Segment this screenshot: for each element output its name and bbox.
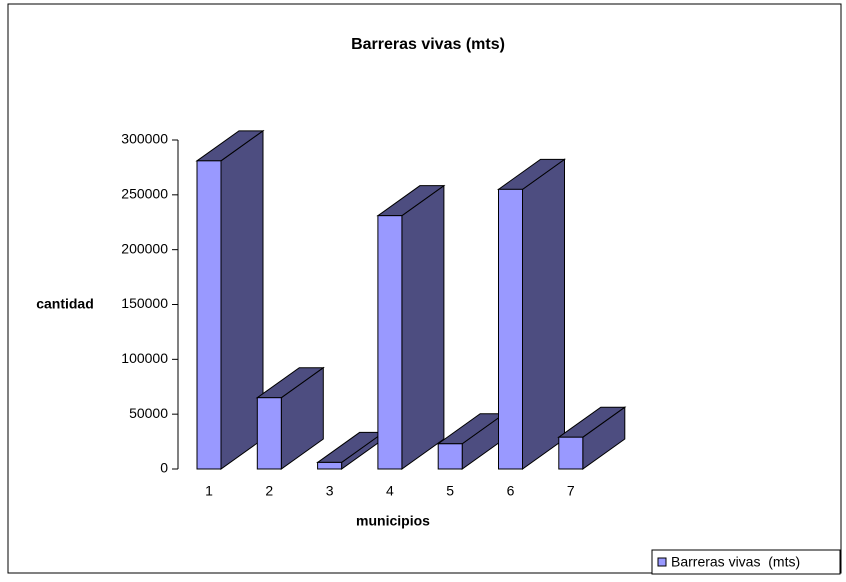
bar-side — [522, 158, 565, 470]
x-axis-label: municipios — [356, 513, 430, 529]
x-tick-label: 2 — [265, 483, 273, 499]
legend — [651, 549, 841, 575]
bar — [498, 188, 523, 470]
bar — [437, 443, 463, 470]
x-tick-label: 6 — [507, 483, 515, 499]
bar — [377, 215, 403, 470]
y-axis-label: cantidad — [36, 296, 94, 312]
bar — [256, 397, 282, 470]
x-tick-label: 4 — [386, 483, 394, 499]
y-tick-label: 300000 — [121, 131, 168, 147]
y-tick-label: 50000 — [129, 405, 168, 421]
y-tick-label: 150000 — [121, 295, 168, 311]
x-tick-label: 1 — [205, 483, 213, 499]
bar-side — [401, 184, 445, 470]
legend-swatch — [657, 557, 667, 567]
y-tick-label: 250000 — [121, 186, 168, 202]
bar-side — [220, 129, 264, 470]
y-tick-label: 100000 — [121, 350, 168, 366]
chart-title: Barreras vivas (mts) — [351, 36, 505, 53]
legend-label: Barreras vivas (mts) — [671, 554, 800, 570]
x-tick-label: 3 — [326, 483, 334, 499]
x-tick-label: 7 — [567, 483, 575, 499]
bar — [317, 461, 343, 470]
bar — [558, 436, 584, 470]
bar — [196, 160, 222, 470]
y-tick-label: 200000 — [121, 240, 168, 256]
x-tick-label: 5 — [446, 483, 454, 499]
y-tick-label: 0 — [160, 460, 168, 476]
